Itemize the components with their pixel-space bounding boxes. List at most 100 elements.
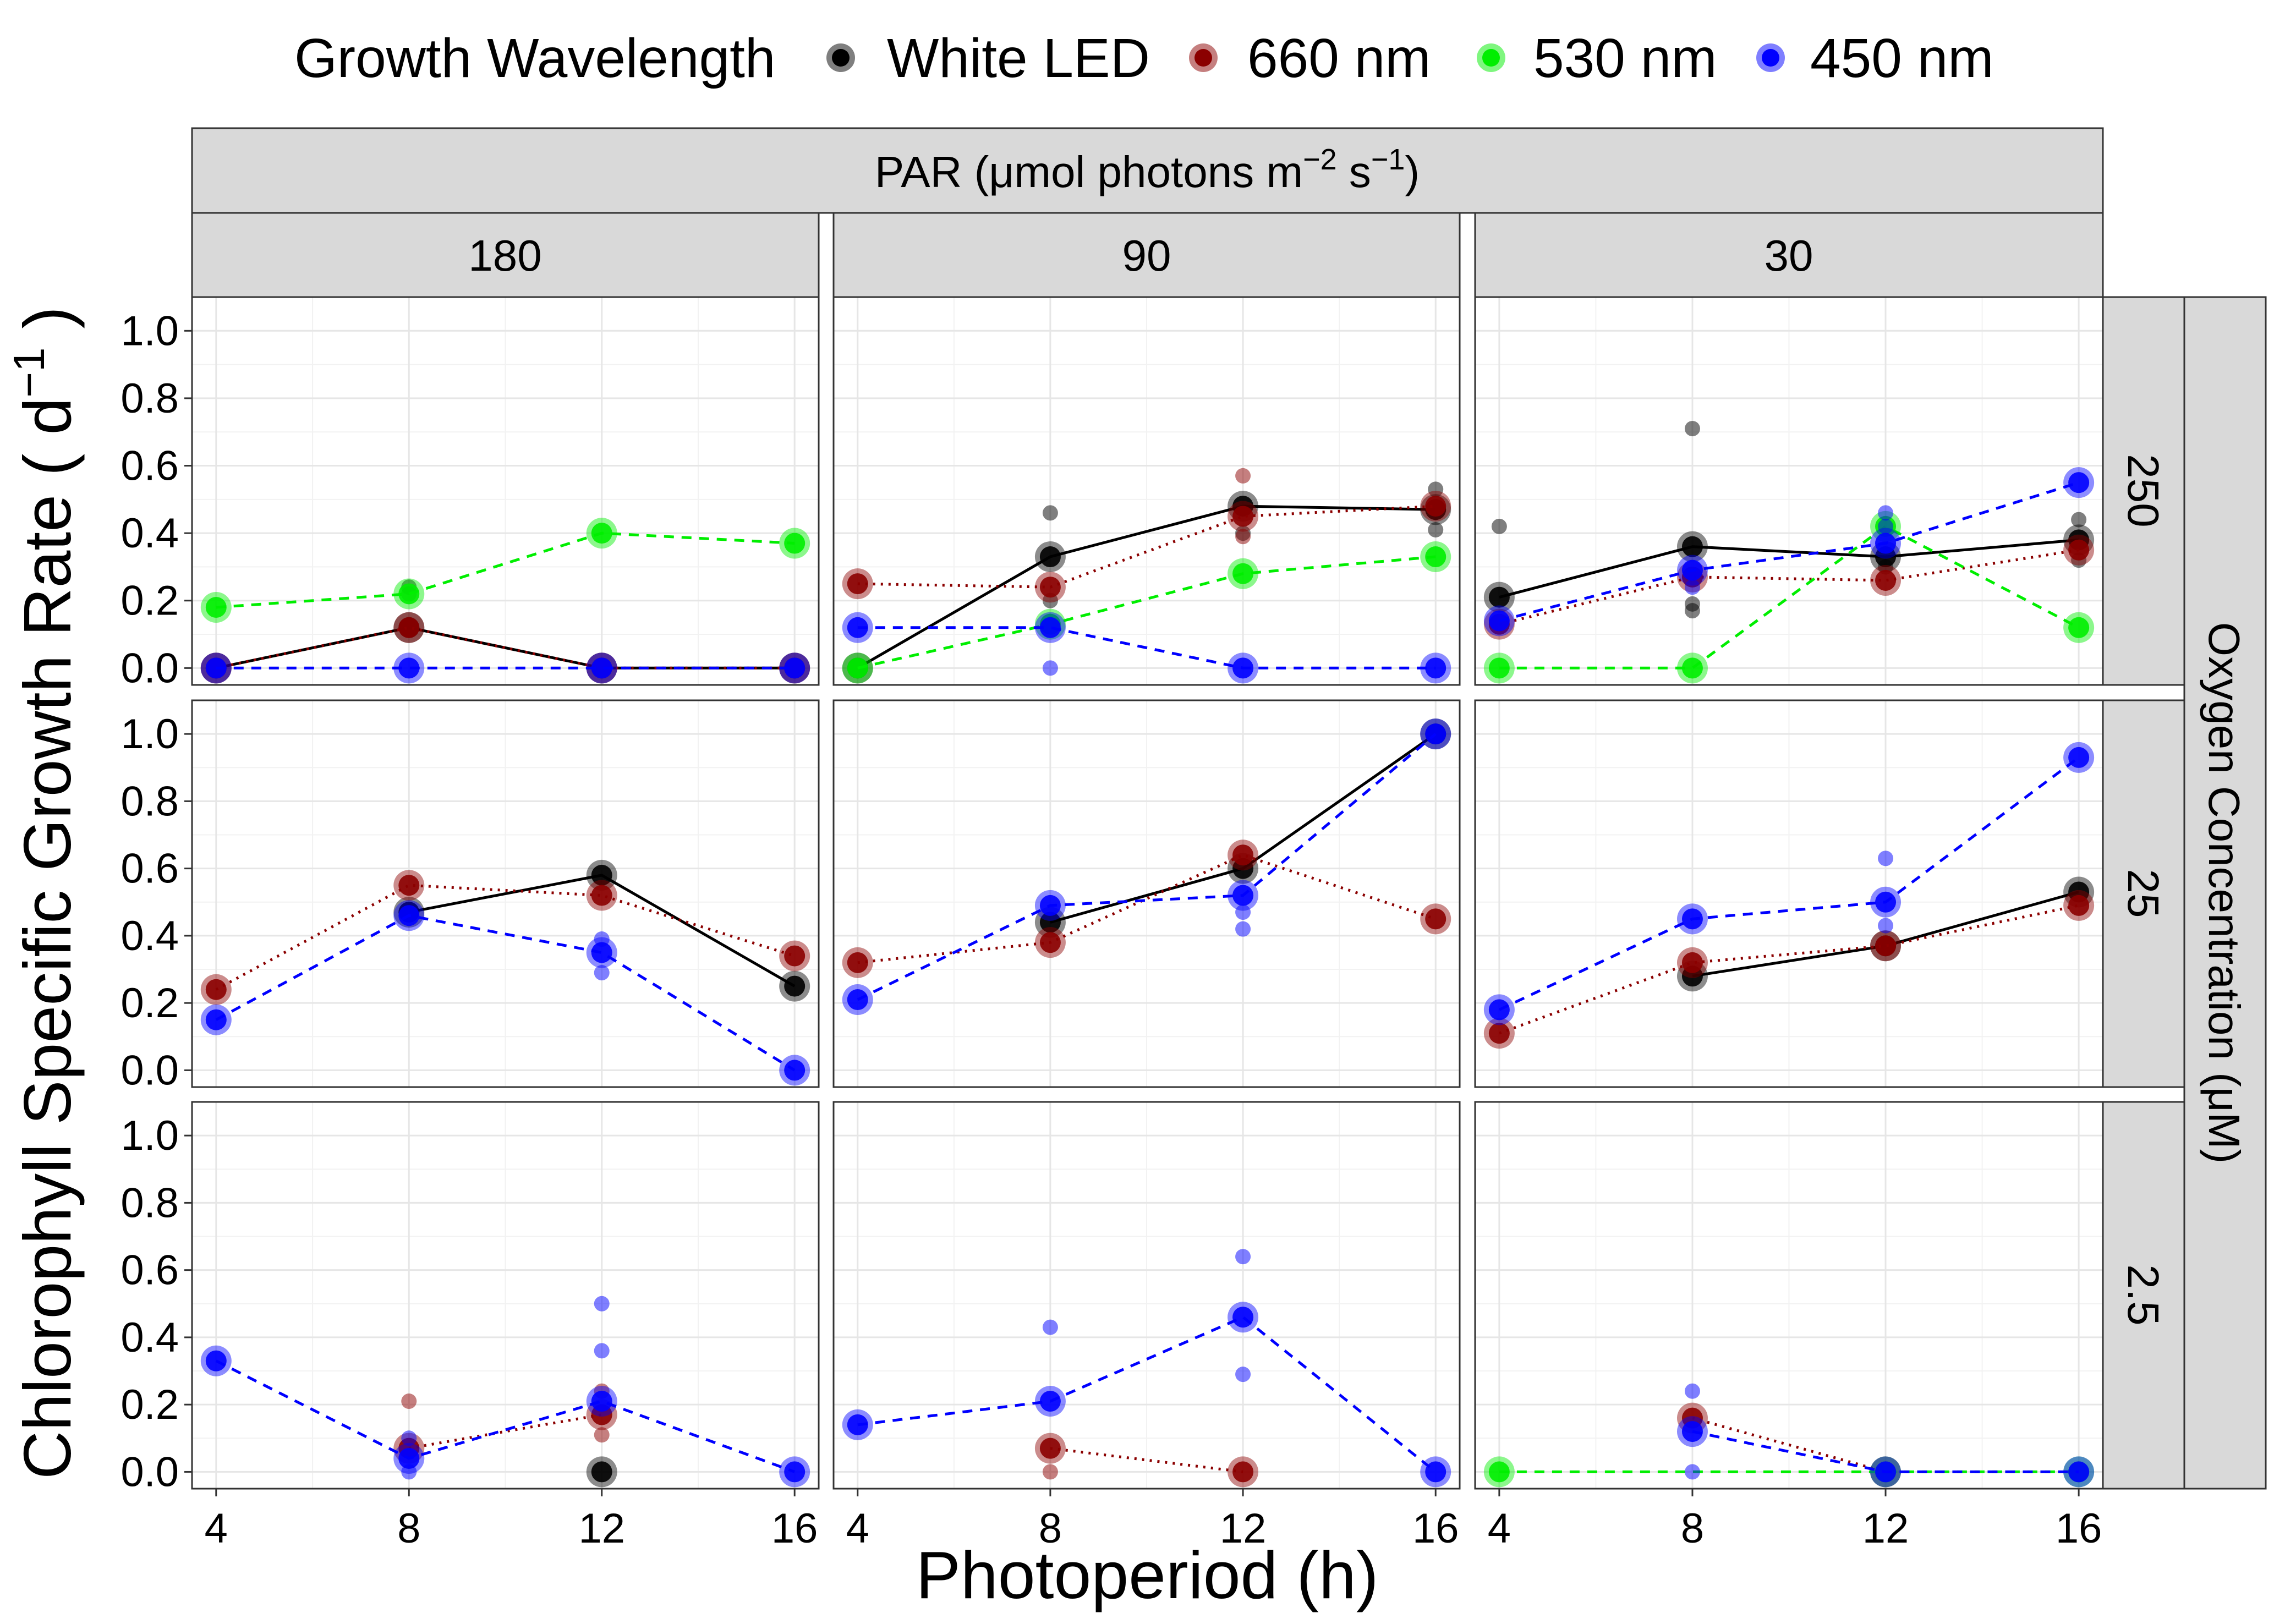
mean-point-r660 <box>398 875 420 896</box>
replicate-point-b450 <box>1878 851 1894 866</box>
series-line-white <box>857 504 1436 670</box>
mean-point-b450 <box>1875 1461 1897 1483</box>
mean-point-r660 <box>1039 577 1061 598</box>
x-tick-label: 12 <box>578 1505 625 1552</box>
series-line-g530 <box>216 531 795 609</box>
y-tick-label: 0.0 <box>120 645 179 692</box>
replicate-point-r660 <box>1042 1464 1058 1480</box>
mean-point-white <box>784 975 806 997</box>
panel-data-250-180 <box>200 518 810 684</box>
panel-250-180 <box>184 297 819 685</box>
replicate-point-b450 <box>594 1296 610 1312</box>
mean-point-g530 <box>1488 1461 1510 1483</box>
y-tick-label: 0.6 <box>120 443 179 490</box>
y-tick-label: 0.8 <box>120 375 179 422</box>
y-tick-label: 0.2 <box>120 980 179 1027</box>
column-strip-90 <box>832 212 1461 298</box>
x-axis-title: Photoperiod (h) <box>916 1538 1379 1612</box>
replicate-point-b450 <box>1878 505 1894 521</box>
x-tick-label: 8 <box>1681 1505 1704 1552</box>
panel-border <box>191 296 820 686</box>
legend-label-530: 530 nm <box>1533 28 1717 89</box>
legend-label-white: White LED <box>887 28 1150 89</box>
column-strips: 180 90 30 <box>191 212 2104 298</box>
series-line-g530 <box>857 555 1436 670</box>
x-tick-label: 12 <box>1220 1505 1267 1552</box>
mean-point-b450 <box>1875 533 1897 554</box>
mean-point-white <box>1039 912 1061 933</box>
replicate-point-white <box>1491 518 1507 534</box>
mean-point-r660 <box>1425 496 1446 517</box>
series-line-b450 <box>1498 756 2080 1011</box>
y-tick-label: 0.8 <box>120 1179 179 1226</box>
mean-point-b450 <box>1875 891 1897 913</box>
mean-point-r660 <box>847 573 868 595</box>
mean-point-r660 <box>1232 844 1254 866</box>
panel-border <box>191 699 820 1088</box>
replicate-point-white <box>1428 522 1444 537</box>
series-line-g530 <box>1499 524 2080 670</box>
mean-point-g530 <box>1232 563 1254 584</box>
replicate-point-white <box>1428 481 1444 497</box>
x-tick-label: 16 <box>1412 1505 1459 1552</box>
mean-point-g530 <box>1681 657 1703 679</box>
series-line-r660 <box>1692 1417 1886 1473</box>
mean-point-r660 <box>398 617 420 638</box>
column-strip-30 <box>1474 212 2104 298</box>
x-tick-label: 8 <box>1039 1505 1062 1552</box>
replicate-point-b450 <box>1235 1249 1251 1265</box>
panel-2.5-30 <box>1475 1102 2103 1496</box>
panel-grid <box>184 296 2104 1496</box>
mean-point-b450 <box>1681 1421 1703 1442</box>
x-tick-label: 4 <box>1488 1505 1511 1552</box>
replicate-point-white <box>1684 596 1700 612</box>
column-strip-180 <box>191 212 820 298</box>
mean-point-white <box>591 864 612 886</box>
panel-border <box>1474 1101 2104 1490</box>
mean-point-r660 <box>2068 895 2090 916</box>
panel-data-2.5-180 <box>200 1296 810 1488</box>
column-facet-title: PAR (μmol photons m−2 s−1) <box>191 127 2104 214</box>
replicate-point-b450 <box>1878 918 1894 934</box>
legend-key-660-inner <box>1194 49 1212 67</box>
panel-border <box>1474 699 2104 1088</box>
y-tick-label: 0.0 <box>120 1047 179 1094</box>
mean-point-b450 <box>1232 1307 1254 1328</box>
mean-point-r660 <box>1425 908 1446 930</box>
column-facet-title-text: PAR (μmol photons m−2 s−1) <box>875 143 1420 196</box>
mean-point-b450 <box>784 1461 806 1483</box>
series-line-b450 <box>215 914 796 1072</box>
series-line-b450 <box>857 1315 1437 1473</box>
mean-point-b450 <box>591 1391 612 1412</box>
legend: Growth Wavelength White LED 660 nm 530 n… <box>294 28 1994 89</box>
row-facet-title-strip <box>2183 296 2267 1490</box>
mean-point-r660 <box>1039 932 1061 953</box>
panel-25-30 <box>1475 700 2103 1087</box>
mean-point-r660 <box>1488 1023 1510 1044</box>
mean-point-white <box>1039 546 1061 568</box>
y-tick-label: 1.0 <box>120 711 179 758</box>
mean-point-g530 <box>398 583 420 605</box>
y-tick-label: 1.0 <box>120 1112 179 1159</box>
replicate-point-b450 <box>594 1343 610 1359</box>
mean-point-b450 <box>847 989 868 1011</box>
replicate-point-b450 <box>1684 1383 1700 1399</box>
panel-border <box>1474 296 2104 686</box>
mean-point-b450 <box>784 657 806 679</box>
mean-point-b450 <box>1039 1391 1061 1412</box>
legend-item-660: 660 nm <box>1189 28 1431 89</box>
y-tick-label: 0.4 <box>120 510 179 557</box>
replicate-point-b450 <box>1235 1367 1251 1382</box>
mean-point-b450 <box>398 905 420 926</box>
y-tick-label: 0.0 <box>120 1449 179 1495</box>
mean-point-b450 <box>1488 999 1510 1021</box>
panel-data-2.5-90 <box>842 1249 1451 1488</box>
x-tick-label: 16 <box>771 1505 818 1552</box>
replicate-point-b450 <box>401 1430 417 1446</box>
replicate-point-b450 <box>1042 660 1058 676</box>
replicate-point-r660 <box>1235 529 1251 545</box>
panel-border <box>191 1101 820 1490</box>
mean-point-b450 <box>1039 895 1061 916</box>
replicate-point-b450 <box>1042 1319 1058 1335</box>
legend-item-450: 450 nm <box>1756 28 1994 89</box>
